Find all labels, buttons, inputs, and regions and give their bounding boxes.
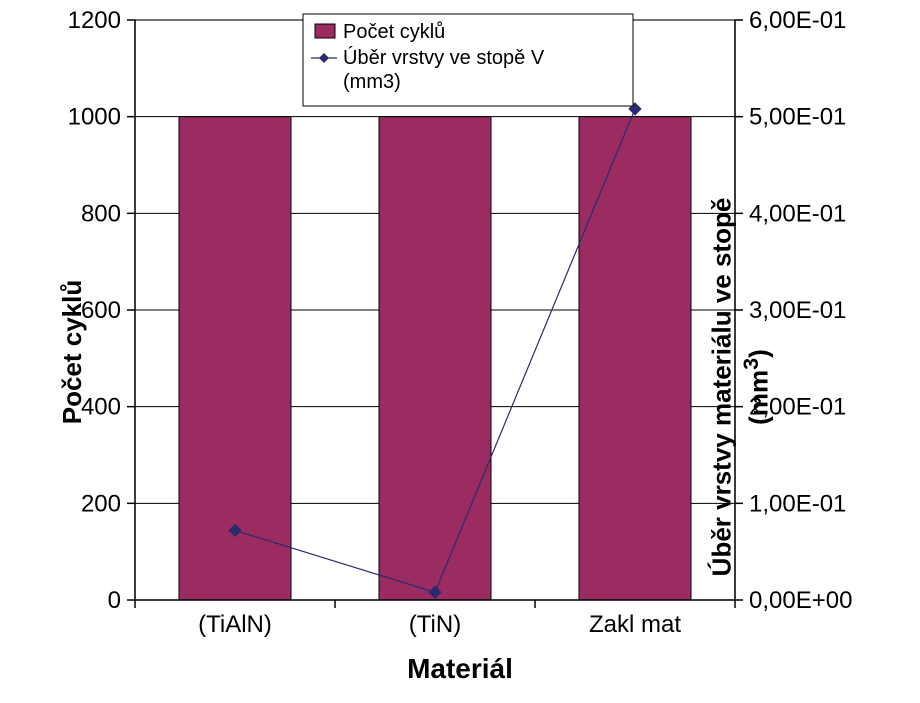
y-left-tick-label: 200 <box>81 490 121 517</box>
x-category-label: Zakl mat <box>589 611 681 638</box>
legend-line-label-1: Úběr vrstvy ve stopě V <box>343 46 545 69</box>
y-right-tick-label: 6,00E-01 <box>749 7 846 34</box>
legend: Počet cyklů Úběr vrstvy ve stopě V(mm3) <box>303 14 633 106</box>
y-left-tick-label: 0 <box>108 587 121 614</box>
y-right-axis-label: Úběr vrstvy materiálu ve stopě (mm3) <box>707 197 775 576</box>
bar <box>379 117 491 600</box>
x-category-label: (TiAlN) <box>198 611 272 638</box>
legend-line-label-2: (mm3) <box>343 71 401 93</box>
y-left-axis-label: Počet cyklů <box>57 279 88 424</box>
x-axis-label: Materiál <box>407 653 513 685</box>
y-right-axis-label-line2: (mm3) <box>744 349 774 425</box>
x-category-label: (TiN) <box>409 611 461 638</box>
y-left-tick-label: 800 <box>81 200 121 227</box>
y-left-tick-label: 1000 <box>68 104 121 131</box>
y-left-tick-label: 1200 <box>68 7 121 34</box>
chart-container: Počet cyklů Úběr vrstvy materiálu ve sto… <box>0 0 920 703</box>
y-right-tick-label: 0,00E+00 <box>749 587 852 614</box>
y-right-axis-label-line1: Úběr vrstvy materiálu ve stopě <box>707 197 737 576</box>
bar <box>579 117 691 600</box>
legend-bar-label: Počet cyklů <box>343 21 445 43</box>
legend-bar-swatch <box>315 24 335 38</box>
chart-svg: 0200400600800100012000,00E+001,00E-012,0… <box>0 0 920 703</box>
y-right-tick-label: 5,00E-01 <box>749 104 846 131</box>
